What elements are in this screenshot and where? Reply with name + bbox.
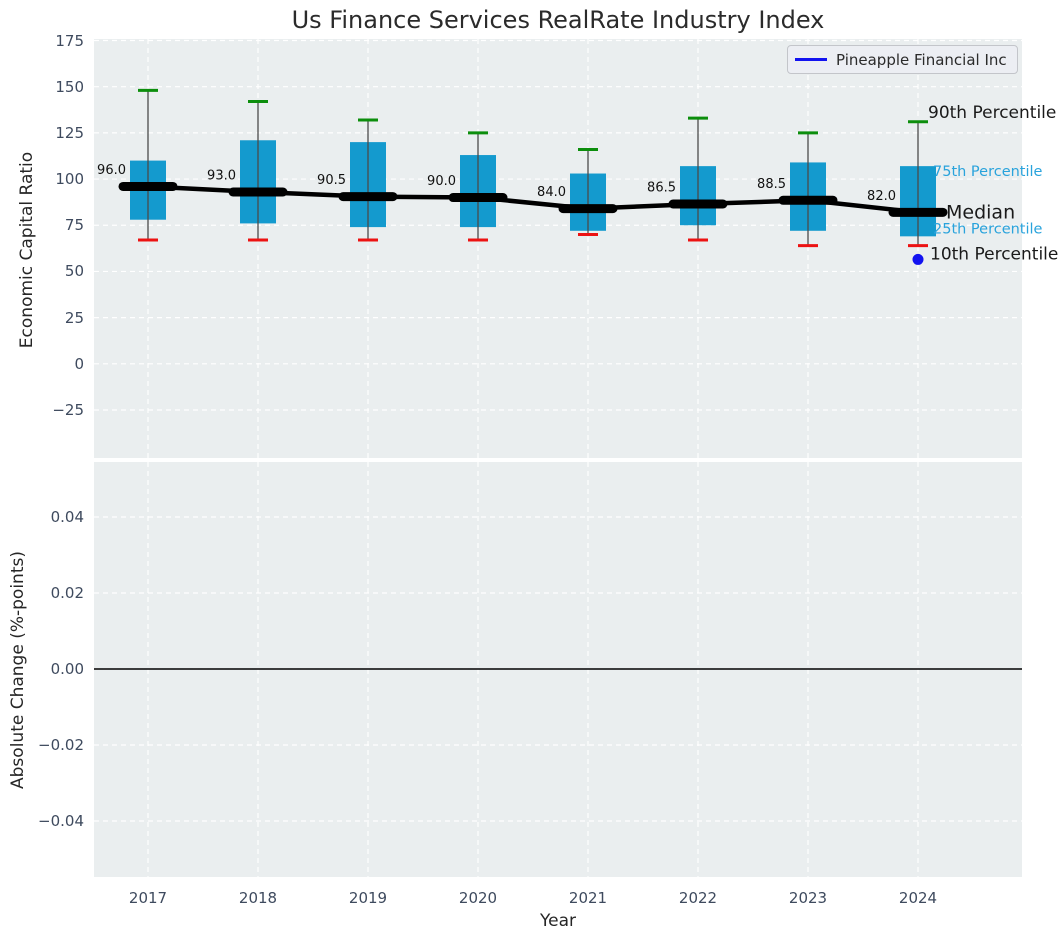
bottom-panel	[94, 462, 1022, 877]
company-point	[912, 253, 924, 265]
chart-title: Us Finance Services RealRate Industry In…	[291, 6, 825, 34]
x-tick-label: 2024	[898, 889, 938, 907]
median-value-label: 90.0	[427, 174, 456, 189]
y-tick-label-bottom: 0.02	[50, 584, 84, 602]
y-tick-label-top: 125	[55, 123, 84, 142]
median-value-label: 86.5	[647, 181, 676, 196]
median-value-label: 82.0	[867, 189, 896, 204]
x-axis-label: Year	[540, 911, 576, 931]
y-tick-label-top: 25	[64, 308, 84, 327]
x-tick-label: 2023	[788, 889, 828, 907]
y-tick-label-top: 150	[55, 77, 84, 96]
x-tick-label: 2022	[678, 889, 718, 907]
annotation-median: Median	[946, 201, 1015, 223]
x-tick-label: 2017	[128, 889, 168, 907]
annotation-p25: 25th Percentile	[933, 221, 1043, 237]
y-tick-label-top: 100	[55, 170, 84, 189]
y-tick-label-bottom: −0.02	[38, 736, 84, 754]
x-tick-label: 2020	[458, 889, 498, 907]
y-tick-label-top: 175	[55, 31, 84, 50]
y-tick-label-bottom: 0.00	[50, 660, 84, 678]
median-value-label: 90.5	[317, 173, 346, 188]
y-tick-label-bottom: −0.04	[38, 812, 84, 830]
top-panel: 96.0 93.0 90.5 90.0 84.0 86.5 88.5 82.0 90th Per…	[94, 39, 1058, 458]
legend: Pineapple Financial Inc	[787, 45, 1018, 74]
annotation-p75: 75th Percentile	[933, 164, 1043, 180]
bottom-panel-plot	[94, 462, 1022, 877]
median-value-label: 93.0	[207, 168, 236, 183]
y-tick-label-top: −25	[52, 401, 84, 419]
median-value-label: 88.5	[757, 177, 786, 192]
legend-line-swatch	[795, 58, 827, 61]
x-tick-label: 2019	[348, 889, 388, 907]
top-panel-plot: 96.0 93.0 90.5 90.0 84.0 86.5 88.5 82.0 90th Per…	[94, 39, 1058, 458]
y-tick-label-top: 50	[64, 262, 84, 281]
median-value-label: 84.0	[537, 185, 566, 200]
annotation-p90: 90th Percentile	[928, 103, 1056, 123]
annotation-p10: 10th Percentile	[930, 245, 1058, 265]
legend-label: Pineapple Financial Inc	[836, 50, 1007, 69]
y-tick-label-top: 0	[74, 354, 84, 373]
median-value-label: 96.0	[97, 163, 126, 178]
x-tick-label: 2021	[568, 889, 608, 907]
y-tick-label-top: 75	[64, 216, 84, 235]
x-tick-label: 2018	[238, 889, 278, 907]
y-tick-label-bottom: 0.04	[50, 508, 84, 526]
